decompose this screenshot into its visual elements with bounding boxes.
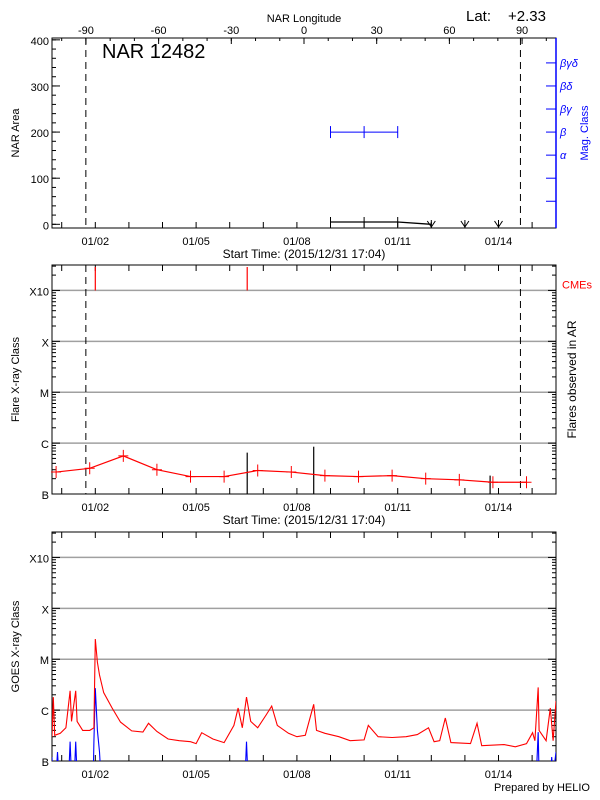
flare-point-marker (151, 463, 162, 476)
plot-frame (51, 37, 557, 229)
x-tick-label: 01/11 (384, 769, 411, 781)
goes-long-channel-line (52, 638, 556, 748)
plot-frame (51, 531, 557, 762)
cme-label: CMEs (562, 279, 592, 291)
y-tick-label: C (41, 706, 49, 718)
x-tick-label: 01/08 (283, 769, 311, 781)
y-axis-title: Flare X-ray Class (10, 337, 22, 422)
y-tick-label: X (42, 604, 50, 616)
x-tick-label: 01/05 (182, 769, 210, 781)
y-tick-label: 400 (31, 36, 49, 48)
flare-point-marker (454, 473, 465, 486)
flare-point-marker (387, 469, 398, 482)
y-axis-title: NAR Area (10, 108, 22, 158)
mag-class-tick-label: βγδ (559, 58, 579, 70)
x-tick-label: 01/14 (485, 502, 513, 514)
mag-class-tick-label: α (560, 150, 567, 162)
panel-2: 01/02 01/05 01/08 01/11 01/14 Start Time: (20… (10, 264, 592, 527)
flare-point-marker (353, 470, 364, 483)
y-tick-label: 200 (31, 128, 49, 140)
x-tick-label: 01/08 (283, 236, 311, 248)
flare-point-marker (521, 476, 532, 489)
flare-point-marker (84, 462, 95, 475)
y-tick-label: M (40, 655, 49, 667)
x-tick-label: 01/11 (384, 236, 411, 248)
y-tick-label: 300 (31, 82, 49, 94)
x-tick-label: 01/08 (283, 502, 311, 514)
x-tick-label: 01/02 (82, 769, 110, 781)
flare-point-marker (219, 470, 230, 483)
longitude-tick-label: 0 (301, 25, 307, 37)
flare-point-marker (286, 466, 297, 479)
longitude-tick-label: 30 (371, 25, 383, 37)
mag-class-tick-label: βγ (559, 104, 573, 116)
y-axis-title: GOES X-ray Class (10, 600, 22, 692)
prepared-by: Prepared by HELIO (494, 782, 590, 794)
region-title: NAR 12482 (102, 41, 205, 63)
y-tick-label: C (41, 439, 49, 451)
x-axis-title: Start Time: (2015/12/31 17:04) (223, 247, 386, 261)
flares-observed-axis-title: Flares observed in AR (565, 320, 579, 438)
x-tick-label: 01/02 (82, 502, 110, 514)
mag-class-tick-label: β (559, 127, 567, 139)
flare-point-marker (51, 466, 62, 479)
x-tick-label: 01/02 (82, 236, 110, 248)
flare-point-marker (487, 476, 498, 489)
mag-class-axis-title: Mag. Class (579, 105, 591, 161)
longitude-tick-label: -30 (223, 25, 239, 37)
longitude-axis-title: NAR Longitude (267, 13, 342, 25)
y-tick-label: 100 (31, 174, 49, 186)
lat-label: Lat: (466, 8, 491, 25)
flare-point-marker (252, 464, 263, 477)
flare-point-marker (185, 470, 196, 483)
y-tick-label: X10 (29, 286, 49, 298)
flare-point-marker (420, 472, 431, 485)
goes-short-channel-line (52, 688, 556, 761)
y-tick-label: 0 (43, 220, 49, 232)
flare-point-marker (319, 469, 330, 482)
mag-class-tick-label: βδ (559, 81, 573, 93)
longitude-tick-label: -60 (151, 25, 167, 37)
y-tick-label: X10 (29, 553, 49, 565)
area-line (330, 221, 432, 225)
x-tick-label: 01/05 (182, 502, 210, 514)
x-tick-label: 01/14 (485, 236, 513, 248)
y-tick-label: B (42, 490, 49, 502)
x-tick-label: 01/11 (384, 502, 411, 514)
y-tick-label: B (42, 757, 49, 769)
longitude-tick-label: 90 (516, 25, 528, 37)
lat-value: +2.33 (508, 8, 546, 25)
longitude-tick-label: 60 (443, 25, 455, 37)
y-tick-label: X (42, 337, 50, 349)
x-tick-label: 01/14 (485, 769, 513, 781)
panel-1: 01/02 01/05 01/08 01/11 01/14 Start Time: (20… (10, 13, 591, 261)
flare-point-marker (118, 449, 129, 462)
x-tick-label: 01/05 (182, 236, 210, 248)
panel-3: 01/02 01/05 01/08 01/11 01/14 B C M X X10 GOES X-r… (10, 531, 557, 781)
longitude-tick-label: -90 (78, 25, 94, 37)
x-axis-title: Start Time: (2015/12/31 17:04) (223, 513, 386, 527)
plot-frame (51, 264, 557, 495)
y-tick-label: M (40, 388, 49, 400)
